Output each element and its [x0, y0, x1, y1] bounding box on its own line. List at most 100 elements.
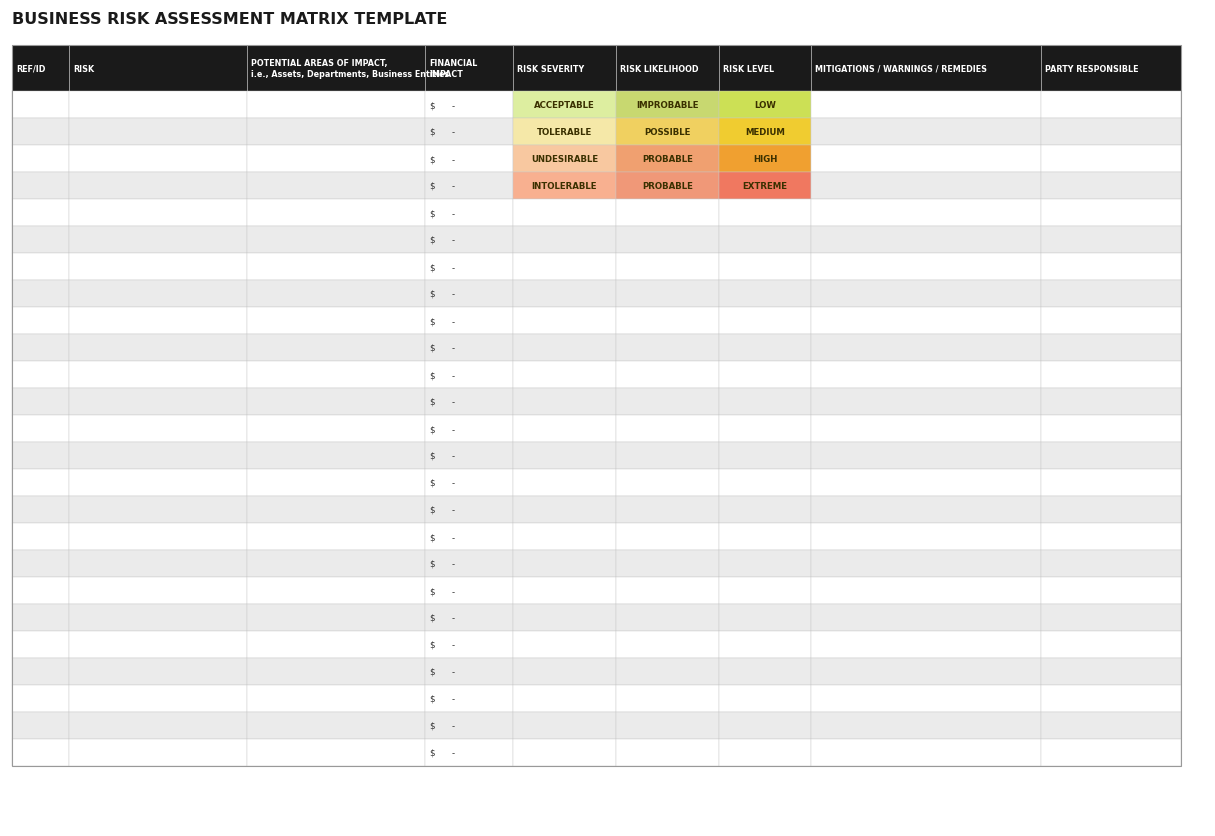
Bar	[616, 334, 719, 361]
Bar	[12, 604, 69, 631]
Bar	[616, 334, 719, 361]
Bar	[513, 46, 616, 92]
Bar	[616, 739, 719, 766]
Bar	[616, 523, 719, 550]
Bar	[425, 442, 513, 470]
Bar	[247, 523, 425, 550]
Bar	[425, 308, 513, 334]
Bar	[1041, 334, 1181, 361]
Bar	[719, 227, 810, 253]
Bar	[719, 389, 810, 415]
Bar	[810, 145, 1041, 173]
Bar	[69, 470, 247, 497]
Bar	[719, 46, 810, 92]
Bar	[12, 389, 69, 415]
Bar	[719, 361, 810, 389]
Bar	[513, 281, 616, 308]
Bar	[12, 334, 69, 361]
Bar	[616, 389, 719, 415]
Text: $      -: $ -	[430, 586, 456, 595]
Bar	[425, 200, 513, 227]
Bar	[513, 46, 616, 92]
Bar	[719, 361, 810, 389]
Bar	[247, 739, 425, 766]
Bar	[1041, 173, 1181, 200]
Bar	[425, 470, 513, 497]
Bar	[247, 200, 425, 227]
Bar	[810, 631, 1041, 658]
Bar	[1041, 227, 1181, 253]
Bar	[69, 550, 247, 578]
Bar	[513, 389, 616, 415]
Bar	[1041, 361, 1181, 389]
Bar	[719, 119, 810, 145]
Bar	[425, 658, 513, 686]
Text: FINANCIAL
IMPACT: FINANCIAL IMPACT	[429, 59, 477, 79]
Bar	[69, 173, 247, 200]
Text: PROBABLE: PROBABLE	[642, 155, 693, 164]
Bar	[719, 308, 810, 334]
Bar	[12, 281, 69, 308]
Bar	[425, 46, 513, 92]
Bar	[810, 145, 1041, 173]
Bar	[1041, 550, 1181, 578]
Bar	[810, 739, 1041, 766]
Text: PARTY RESPONSIBLE: PARTY RESPONSIBLE	[1045, 64, 1138, 74]
Bar	[425, 227, 513, 253]
Text: PROBABLE: PROBABLE	[642, 181, 693, 191]
Bar	[616, 550, 719, 578]
Bar	[69, 46, 247, 92]
Bar	[12, 604, 69, 631]
Bar	[719, 497, 810, 523]
Bar	[513, 92, 616, 119]
Bar	[247, 497, 425, 523]
Bar	[810, 578, 1041, 604]
Bar	[616, 253, 719, 281]
Bar	[513, 281, 616, 308]
Bar	[247, 334, 425, 361]
Bar	[616, 658, 719, 686]
Bar	[69, 308, 247, 334]
Bar	[69, 92, 247, 119]
Text: $      -: $ -	[430, 128, 456, 137]
Bar	[69, 686, 247, 712]
Bar	[810, 389, 1041, 415]
Bar	[1041, 281, 1181, 308]
Bar	[425, 550, 513, 578]
Bar	[1041, 604, 1181, 631]
Bar	[69, 523, 247, 550]
Bar	[616, 497, 719, 523]
Bar	[247, 415, 425, 442]
Bar	[425, 389, 513, 415]
Bar	[810, 415, 1041, 442]
Bar	[810, 119, 1041, 145]
Bar	[425, 523, 513, 550]
Bar	[12, 227, 69, 253]
Bar	[1041, 308, 1181, 334]
Bar	[513, 578, 616, 604]
Bar	[1041, 415, 1181, 442]
Text: $      -: $ -	[430, 425, 456, 434]
Bar	[719, 712, 810, 739]
Bar	[247, 119, 425, 145]
Bar	[616, 631, 719, 658]
Bar	[810, 497, 1041, 523]
Bar	[513, 200, 616, 227]
Bar	[810, 173, 1041, 200]
Text: POTENTIAL AREAS OF IMPACT,
i.e., Assets, Departments, Business Entities: POTENTIAL AREAS OF IMPACT, i.e., Assets,…	[252, 59, 450, 79]
Bar	[810, 281, 1041, 308]
Text: $      -: $ -	[430, 155, 456, 164]
Bar	[616, 658, 719, 686]
Bar	[247, 92, 425, 119]
Bar	[719, 415, 810, 442]
Bar	[69, 578, 247, 604]
Bar	[513, 686, 616, 712]
Bar	[810, 253, 1041, 281]
Bar	[513, 470, 616, 497]
Bar	[12, 361, 69, 389]
Bar	[513, 470, 616, 497]
Bar	[69, 497, 247, 523]
Bar	[1041, 712, 1181, 739]
Bar	[12, 550, 69, 578]
Text: UNDESIRABLE: UNDESIRABLE	[531, 155, 598, 164]
